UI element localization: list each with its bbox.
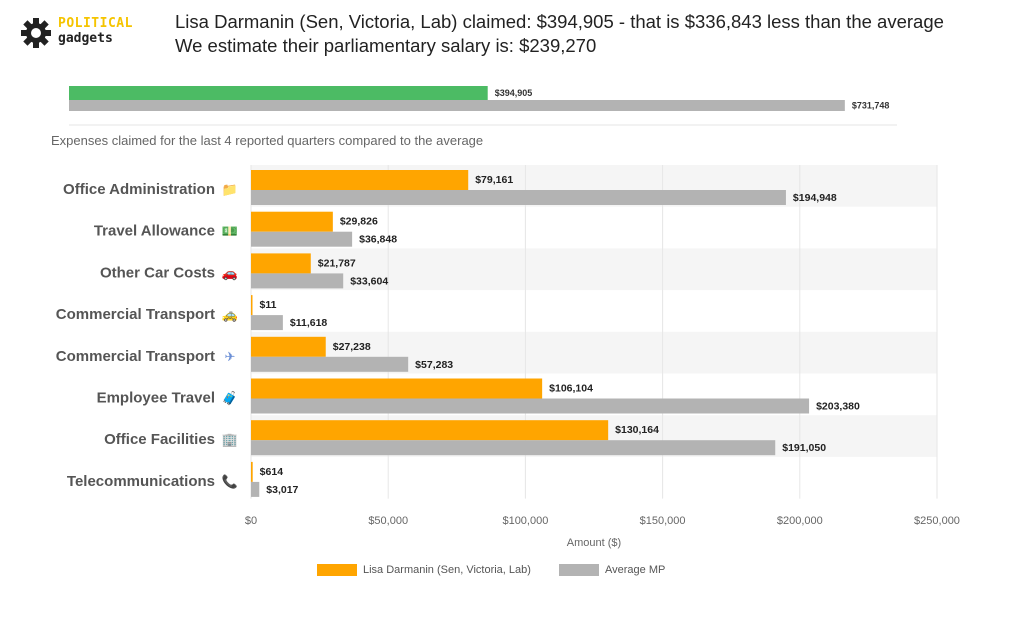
bar-member [251,378,543,399]
legend-label-member: Lisa Darmanin (Sen, Victoria, Lab) [363,564,531,576]
logo[interactable]: POLITICAL gadgets [20,14,160,50]
headline-claim: Lisa Darmanin (Sen, Victoria, Lab) claim… [175,11,944,32]
money-icon: 💵 [222,224,238,239]
gear-icon [21,18,51,48]
bar-average [251,440,776,456]
x-tick-label: $100,000 [502,515,548,527]
taxi-icon: 🚕 [222,307,238,322]
data-label-member: $29,826 [340,216,378,228]
category-label: Other Car Costs [100,264,215,281]
data-label-member: $79,161 [475,174,513,186]
bar-average [251,356,409,372]
bar-average [251,231,353,247]
category-label: Office Administration [63,181,215,198]
data-label-average: $191,050 [782,442,826,454]
total-label-member: $394,905 [495,88,533,98]
data-label-member: $11 [260,299,277,311]
bar-member [251,420,609,441]
bar-member [251,461,253,482]
category-label: Telecommunications [67,473,215,490]
x-tick-label: $0 [245,515,257,527]
data-label-average: $3,017 [266,484,298,496]
data-label-member: $130,164 [615,424,659,436]
data-label-member: $106,104 [549,383,593,395]
x-tick-label: $50,000 [368,515,408,527]
total-label-average: $731,748 [852,101,890,111]
headline: Lisa Darmanin (Sen, Victoria, Lab) claim… [175,10,944,58]
bar-member [251,253,311,274]
logo-word-political: POLITICAL [58,16,133,31]
data-label-average: $57,283 [415,359,453,371]
headline-salary: We estimate their parliamentary salary i… [175,35,597,56]
x-axis-label: Amount ($) [567,537,621,549]
bar-member [251,211,333,232]
data-label-average: $194,948 [793,192,837,204]
data-label-member: $614 [260,466,284,478]
data-label-member: $21,787 [318,257,356,269]
bar-member [251,295,253,316]
row-band [251,248,937,291]
total-bar-average [69,100,845,111]
category-label: Travel Allowance [94,223,215,240]
data-label-average: $11,618 [290,317,328,329]
building-icon: 🏢 [222,432,238,447]
folder-icon: 📁 [222,182,238,197]
category-label: Commercial Transport [56,306,215,323]
luggage-icon: 🧳 [222,391,238,406]
data-label-member: $27,238 [333,341,371,353]
bar-average [251,190,786,205]
data-label-average: $33,604 [350,275,388,287]
total-bar-member [69,86,488,100]
bar-member [251,336,326,357]
car-icon: 🚗 [222,265,238,280]
data-label-average: $203,380 [816,401,860,413]
x-tick-label: $150,000 [640,515,686,527]
x-tick-label: $200,000 [777,515,823,527]
bar-average [251,315,283,331]
data-label-average: $36,848 [359,234,397,246]
legend-swatch-average [559,564,599,576]
legend-swatch-member [317,564,357,576]
bar-average [251,273,344,289]
airplane-icon: ✈ [225,349,236,364]
bar-average [251,481,260,497]
bar-average [251,398,810,414]
total-comparison-chart: $394,905 $731,748 [69,86,897,126]
category-label: Office Facilities [104,431,215,448]
category-label: Employee Travel [97,390,215,407]
bar-member [251,170,469,190]
legend-label-average: Average MP [605,564,665,576]
chart-title: Expenses claimed for the last 4 reported… [51,133,484,148]
phone-icon: 📞 [222,473,239,489]
category-label: Commercial Transport [56,348,215,365]
logo-word-gadgets: gadgets [58,31,113,46]
x-tick-label: $250,000 [914,515,960,527]
